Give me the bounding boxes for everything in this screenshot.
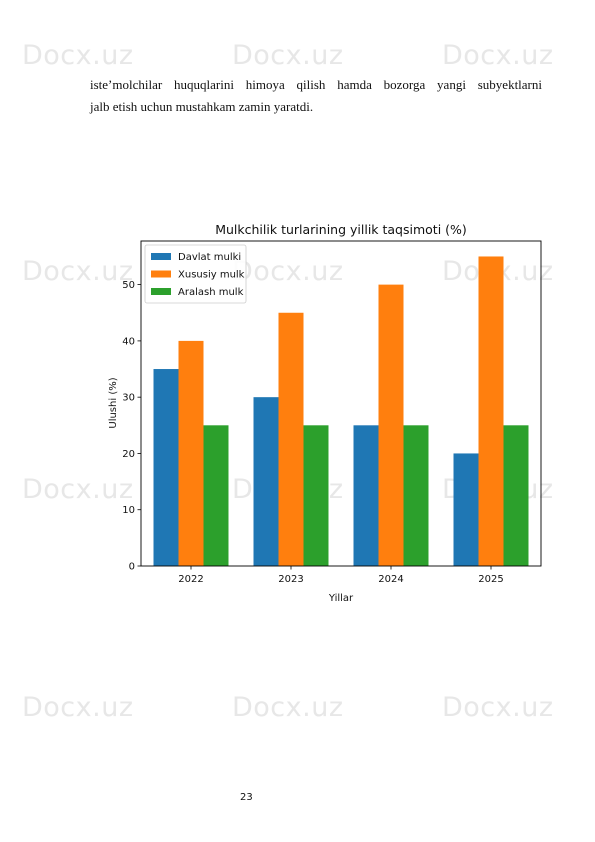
legend-label: Aralash mulk bbox=[178, 287, 244, 298]
y-axis-label: Ulushi (%) bbox=[108, 377, 119, 428]
chart-title: Mulkchilik turlarining yillik taqsimoti … bbox=[215, 222, 467, 237]
plot-frame bbox=[140, 240, 542, 567]
legend-swatch bbox=[151, 253, 171, 260]
paragraph-line: jalb etish uchun mustahkam zamin yaratdi… bbox=[90, 99, 314, 114]
watermark: Docx.uz bbox=[232, 692, 344, 723]
bar bbox=[253, 397, 279, 566]
chart-legend: Davlat mulki Xususiy mulk Aralash mulk bbox=[144, 244, 247, 304]
watermark: Docx.uz bbox=[232, 40, 344, 71]
legend-label: Davlat mulki bbox=[178, 252, 241, 263]
y-tick-label: 40 bbox=[122, 336, 135, 347]
watermark: Docx.uz bbox=[22, 256, 134, 287]
paragraph-line: iste’molchilar huquqlarini himoya qilish… bbox=[90, 77, 542, 92]
y-tick-label: 10 bbox=[122, 505, 135, 516]
bar bbox=[303, 425, 329, 566]
y-tick-label: 30 bbox=[122, 393, 135, 404]
legend-label: Xususiy mulk bbox=[178, 270, 245, 281]
page-number: 23 bbox=[240, 792, 253, 803]
bar bbox=[153, 369, 179, 566]
x-tick-label: 2023 bbox=[278, 574, 303, 585]
watermark: Docx.uz bbox=[22, 40, 134, 71]
watermark: Docx.uz bbox=[22, 692, 134, 723]
body-paragraph: iste’molchilar huquqlarini himoya qilish… bbox=[90, 74, 542, 118]
bar bbox=[378, 284, 404, 566]
y-tick-label: 0 bbox=[129, 562, 135, 573]
x-tick-label: 2022 bbox=[178, 574, 203, 585]
bar bbox=[503, 425, 529, 566]
bar bbox=[178, 340, 204, 566]
y-tick-label: 20 bbox=[122, 449, 135, 460]
watermark: Docx.uz bbox=[442, 40, 554, 71]
bar bbox=[403, 425, 429, 566]
legend-swatch bbox=[151, 288, 171, 295]
legend-swatch bbox=[151, 270, 171, 278]
watermark: Docx.uz bbox=[442, 692, 554, 723]
x-tick-label: 2024 bbox=[378, 574, 403, 585]
bar-chart: Mulkchilik turlarining yillik taqsimoti … bbox=[108, 222, 542, 604]
bar bbox=[278, 312, 304, 566]
bar bbox=[353, 425, 379, 566]
watermark: Docx.uz bbox=[22, 474, 134, 505]
bar bbox=[203, 425, 229, 566]
x-tick-label: 2025 bbox=[478, 574, 503, 585]
bar bbox=[453, 453, 479, 566]
x-axis-label: Yillar bbox=[328, 593, 354, 604]
bar bbox=[478, 256, 504, 566]
watermark: Docx.uz bbox=[232, 256, 344, 287]
y-tick-label: 50 bbox=[122, 280, 135, 291]
